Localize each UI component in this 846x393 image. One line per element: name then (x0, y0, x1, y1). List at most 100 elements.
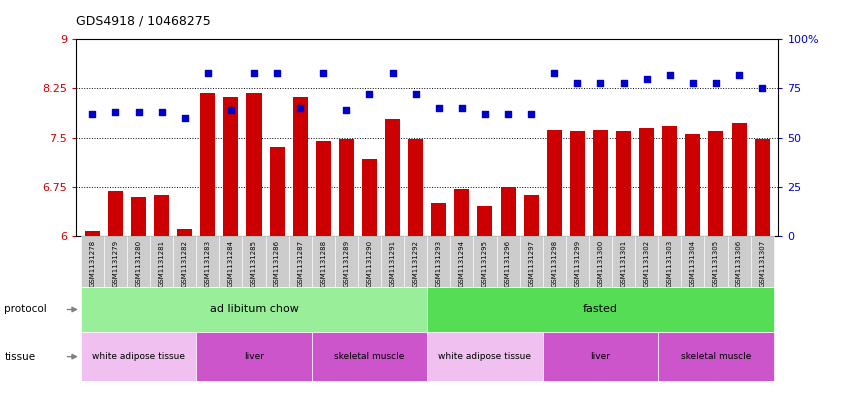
Point (132, 109, 146, 115)
Bar (519, 236, 543, 287)
Text: GSM1131287: GSM1131287 (297, 240, 303, 287)
Bar (732, 123, 746, 236)
Point (733, 72, 746, 78)
Text: ad libitum chow: ad libitum chow (210, 305, 299, 314)
Text: white adipose tissue: white adipose tissue (92, 352, 185, 361)
Text: GSM1131285: GSM1131285 (251, 240, 257, 287)
Bar (223, 97, 239, 236)
Bar (728, 236, 750, 287)
Bar (339, 139, 354, 236)
Point (155, 109, 168, 115)
Bar (293, 97, 308, 236)
Text: GSM1131306: GSM1131306 (736, 240, 742, 287)
Text: fasted: fasted (583, 305, 618, 314)
Text: skeletal muscle: skeletal muscle (681, 352, 751, 361)
Text: GSM1131305: GSM1131305 (713, 240, 719, 287)
Bar (450, 236, 474, 287)
Text: GSM1131288: GSM1131288 (321, 240, 327, 287)
Point (224, 107, 238, 113)
Text: GSM1131282: GSM1131282 (182, 240, 188, 287)
Bar (219, 236, 243, 287)
Text: GSM1131295: GSM1131295 (482, 240, 488, 287)
Bar (427, 236, 450, 287)
Text: white adipose tissue: white adipose tissue (438, 352, 531, 361)
Bar (524, 195, 539, 236)
Text: GSM1131300: GSM1131300 (597, 240, 603, 287)
Point (709, 79, 722, 86)
Bar (658, 236, 681, 287)
Point (617, 79, 630, 86)
Bar (150, 236, 173, 287)
Text: GSM1131299: GSM1131299 (574, 240, 580, 287)
Point (594, 79, 607, 86)
Bar (543, 236, 566, 287)
Bar (316, 141, 331, 236)
Bar (266, 236, 288, 287)
Bar (154, 195, 169, 236)
Bar (477, 206, 492, 236)
Text: GSM1131286: GSM1131286 (274, 240, 280, 287)
Text: GSM1131279: GSM1131279 (113, 240, 118, 287)
Text: liver: liver (244, 352, 264, 361)
Text: GSM1131298: GSM1131298 (552, 240, 558, 287)
Text: GSM1131302: GSM1131302 (644, 240, 650, 287)
Text: GSM1131307: GSM1131307 (759, 240, 765, 287)
Text: GSM1131280: GSM1131280 (135, 240, 141, 287)
Bar (104, 236, 127, 287)
Bar (547, 130, 562, 236)
Point (201, 70, 215, 76)
Bar (270, 147, 284, 236)
Bar (131, 196, 146, 236)
Text: GSM1131278: GSM1131278 (90, 240, 96, 287)
Text: GSM1131301: GSM1131301 (621, 240, 627, 287)
Point (409, 91, 422, 97)
Bar (658, 332, 774, 381)
Text: liver: liver (591, 352, 611, 361)
Bar (708, 131, 723, 236)
Bar (681, 236, 705, 287)
Bar (427, 287, 774, 332)
Bar (755, 139, 770, 236)
Text: GSM1131296: GSM1131296 (505, 240, 511, 287)
Point (247, 70, 261, 76)
Text: tissue: tissue (4, 352, 36, 362)
Point (339, 107, 353, 113)
Text: GSM1131284: GSM1131284 (228, 240, 233, 287)
Bar (431, 203, 447, 236)
Point (271, 70, 284, 76)
Bar (543, 332, 658, 381)
Point (570, 79, 584, 86)
Bar (566, 236, 589, 287)
Point (363, 91, 376, 97)
Bar (108, 191, 123, 236)
Text: GSM1131283: GSM1131283 (205, 240, 211, 287)
Bar (80, 236, 104, 287)
Bar (335, 236, 358, 287)
Bar (243, 236, 266, 287)
Bar (381, 236, 404, 287)
Text: GSM1131281: GSM1131281 (158, 240, 165, 287)
Point (85, 111, 99, 117)
Text: GSM1131304: GSM1131304 (689, 240, 696, 287)
Bar (177, 229, 192, 236)
Bar (640, 128, 654, 236)
Text: GDS4918 / 10468275: GDS4918 / 10468275 (76, 15, 211, 28)
Bar (127, 236, 150, 287)
Bar (311, 236, 335, 287)
Text: GSM1131291: GSM1131291 (389, 240, 396, 287)
Text: GSM1131292: GSM1131292 (413, 240, 419, 287)
Bar (173, 236, 196, 287)
Point (432, 105, 446, 111)
Point (525, 111, 538, 117)
Point (663, 72, 677, 78)
Text: GSM1131289: GSM1131289 (343, 240, 349, 287)
Bar (408, 139, 423, 236)
Bar (385, 119, 400, 236)
Bar (612, 236, 635, 287)
Bar (589, 236, 612, 287)
Text: protocol: protocol (4, 305, 47, 314)
Bar (196, 236, 219, 287)
Point (316, 70, 330, 76)
Point (640, 75, 653, 82)
Point (755, 85, 769, 92)
